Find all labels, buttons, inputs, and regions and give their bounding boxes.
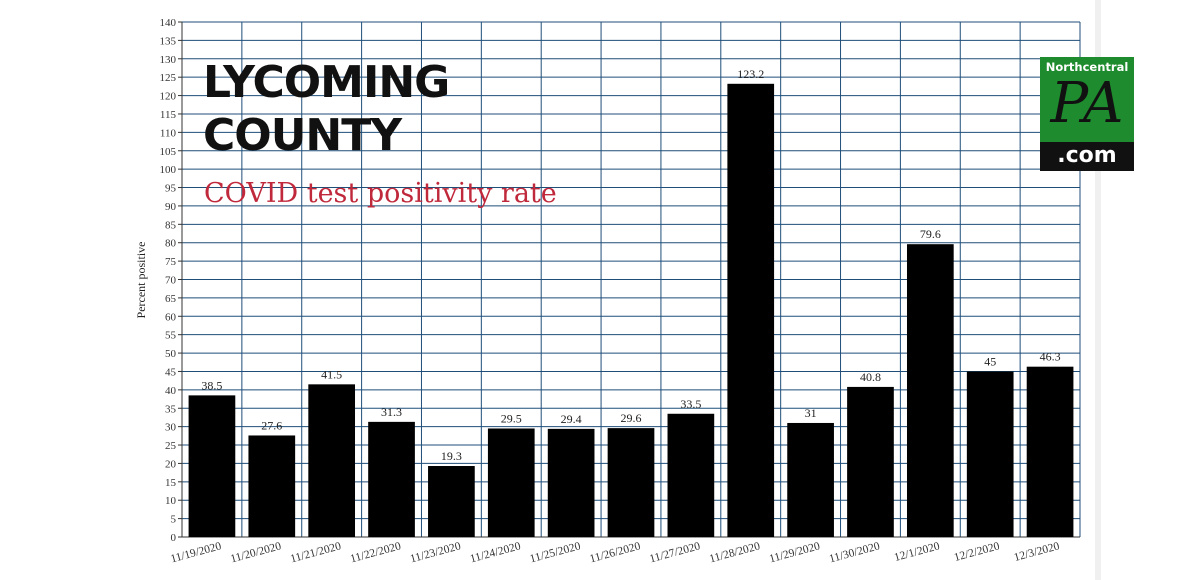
x-tick-label: 11/22/2020 [349, 540, 403, 565]
y-tick-label: 110 [160, 127, 177, 139]
y-tick-label: 5 [171, 514, 177, 526]
data-label: 33.5 [680, 397, 701, 411]
bar [906, 244, 954, 537]
y-axis-ticks: 0 5 10 15 20 25 30 35 40 45 50 55 60 65 70 75 80 85 90 95 10… [160, 17, 182, 544]
data-label: 19.3 [441, 449, 462, 463]
bar [428, 466, 475, 537]
data-label: 29.5 [501, 411, 522, 425]
chart-subtitle: COVID test positivity rate [204, 178, 557, 209]
x-tick-label: 11/20/2020 [229, 540, 283, 565]
logo-green-panel [1040, 57, 1134, 142]
data-label: 27.6 [261, 418, 282, 432]
x-tick-label: 11/28/2020 [708, 540, 762, 565]
bar [847, 386, 894, 537]
bar [188, 395, 236, 537]
data-labels: 38.5 27.6 41.5 31.3 19.3 29.5 29.4 29.6 33.5 123.… [201, 67, 1060, 463]
y-tick-label: 80 [165, 238, 177, 250]
data-label: 123.2 [737, 67, 764, 81]
bar [487, 428, 535, 537]
title-line-1: LYCOMING [203, 57, 450, 108]
bar [607, 428, 655, 537]
data-label: 29.6 [621, 411, 642, 425]
y-tick-label: 85 [165, 219, 177, 231]
page-edge-strip [1095, 0, 1101, 580]
x-tick-label: 12/1/2020 [893, 540, 941, 564]
x-tick-label: 11/27/2020 [648, 540, 702, 565]
y-tick-label: 90 [165, 201, 177, 213]
y-axis-label: Percent positive [134, 242, 148, 319]
x-tick-label: 11/24/2020 [469, 540, 523, 565]
logo-com-text: .com [1057, 143, 1117, 168]
bar [787, 422, 834, 537]
logo-top-text: Northcentral [1045, 60, 1129, 74]
northcentralpa-logo: Northcentral PA .com [1040, 57, 1134, 171]
data-label: 40.8 [860, 370, 881, 384]
bar [248, 435, 296, 537]
y-tick-label: 140 [160, 17, 177, 29]
bar [368, 421, 415, 537]
data-label: 38.5 [201, 378, 222, 392]
y-tick-label: 100 [160, 164, 177, 176]
chart-bars [188, 83, 1074, 538]
y-tick-label: 10 [165, 495, 177, 507]
title-line-2: COUNTY [203, 110, 402, 161]
data-label: 79.6 [920, 227, 941, 241]
y-tick-label: 95 [165, 183, 177, 195]
y-tick-label: 40 [165, 385, 177, 397]
y-tick-label: 25 [165, 440, 177, 452]
x-tick-label: 11/19/2020 [169, 540, 223, 565]
x-tick-label: 11/29/2020 [768, 540, 822, 565]
y-tick-label: 60 [165, 311, 177, 323]
x-tick-label: 11/25/2020 [529, 540, 583, 565]
x-axis-ticks: 11/19/2020 11/20/2020 11/21/2020 11/22/2020… [169, 540, 1061, 565]
x-tick-label: 11/23/2020 [409, 540, 463, 565]
bar [1026, 366, 1074, 537]
data-label: 45 [984, 354, 996, 368]
bar [547, 428, 595, 537]
data-label: 31 [805, 406, 817, 420]
y-tick-label: 105 [160, 146, 177, 158]
y-tick-label: 75 [165, 256, 177, 268]
bar [727, 83, 775, 538]
y-tick-label: 55 [165, 330, 177, 342]
y-tick-label: 0 [171, 532, 177, 544]
bar [308, 384, 356, 537]
bar [667, 413, 715, 537]
x-tick-label: 11/26/2020 [588, 540, 642, 565]
x-tick-label: 12/3/2020 [1013, 540, 1061, 564]
x-tick-label: 11/21/2020 [289, 540, 343, 565]
x-tick-label: 11/30/2020 [828, 540, 882, 565]
y-tick-label: 130 [160, 54, 177, 66]
y-tick-label: 20 [165, 458, 177, 470]
y-tick-label: 120 [160, 91, 177, 103]
y-tick-label: 115 [160, 109, 177, 121]
y-tick-label: 65 [165, 293, 177, 305]
data-label: 46.3 [1040, 350, 1061, 364]
bar [966, 371, 1014, 537]
y-tick-label: 35 [165, 403, 177, 415]
y-tick-label: 125 [160, 72, 177, 84]
y-tick-label: 45 [165, 366, 177, 378]
data-label: 29.4 [561, 412, 582, 426]
data-label: 41.5 [321, 367, 342, 381]
y-tick-label: 135 [160, 35, 177, 47]
x-tick-label: 12/2/2020 [953, 540, 1001, 564]
logo-pa-text: PA [1050, 71, 1124, 136]
chart-title: LYCOMING COUNTY [203, 56, 450, 162]
y-tick-label: 50 [165, 348, 177, 360]
y-tick-label: 30 [165, 422, 177, 434]
y-tick-label: 15 [165, 477, 177, 489]
data-label: 31.3 [381, 405, 402, 419]
y-tick-label: 70 [165, 275, 177, 287]
